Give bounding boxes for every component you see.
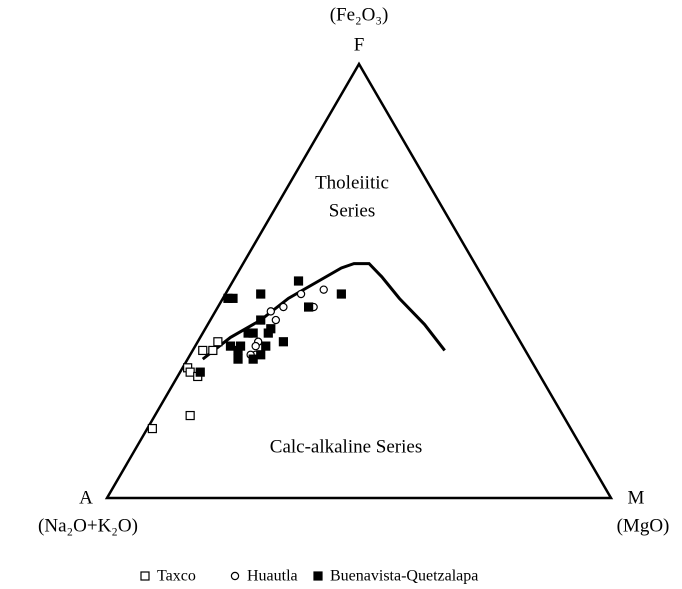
point xyxy=(319,285,328,294)
point xyxy=(248,354,258,364)
point xyxy=(198,345,208,356)
point xyxy=(266,307,275,316)
point xyxy=(233,345,243,356)
point xyxy=(271,315,281,325)
point xyxy=(185,367,195,377)
boundary-line xyxy=(201,262,446,361)
legend-label: Buenavista-Quetzalapa xyxy=(330,568,478,585)
point xyxy=(208,345,218,356)
vertex-label: F xyxy=(354,34,365,55)
point xyxy=(336,289,346,299)
legend-label: Huautla xyxy=(247,568,298,585)
point xyxy=(256,315,266,325)
point xyxy=(256,350,266,360)
legend-marker xyxy=(140,571,150,581)
point xyxy=(251,341,260,351)
point xyxy=(243,328,253,338)
legend-marker xyxy=(313,571,323,581)
legend-marker xyxy=(230,571,240,581)
vertex-formula: (Fe₂O₃) xyxy=(330,4,389,25)
point xyxy=(147,423,157,434)
point xyxy=(233,354,243,364)
point xyxy=(263,328,273,338)
vertex-formula: (MgO) xyxy=(617,515,670,536)
point xyxy=(185,410,195,421)
point xyxy=(293,276,304,286)
vertex-label: A xyxy=(79,487,93,508)
triangle xyxy=(104,61,614,500)
point xyxy=(256,289,266,299)
annotation: Series xyxy=(329,200,375,221)
point xyxy=(228,293,238,303)
vertex-formula: (Na₂O+K₂O) xyxy=(38,515,138,536)
point xyxy=(304,302,314,312)
point xyxy=(213,337,223,347)
annotation: Calc-alkaline Series xyxy=(270,436,422,457)
point xyxy=(296,289,306,299)
vertex-label: M xyxy=(628,487,645,508)
point xyxy=(278,337,288,347)
point xyxy=(195,367,205,377)
point xyxy=(261,341,271,351)
annotation: Tholeiitic xyxy=(315,172,389,193)
point xyxy=(279,302,288,312)
point xyxy=(225,341,236,351)
legend-label: Taxco xyxy=(157,568,196,585)
